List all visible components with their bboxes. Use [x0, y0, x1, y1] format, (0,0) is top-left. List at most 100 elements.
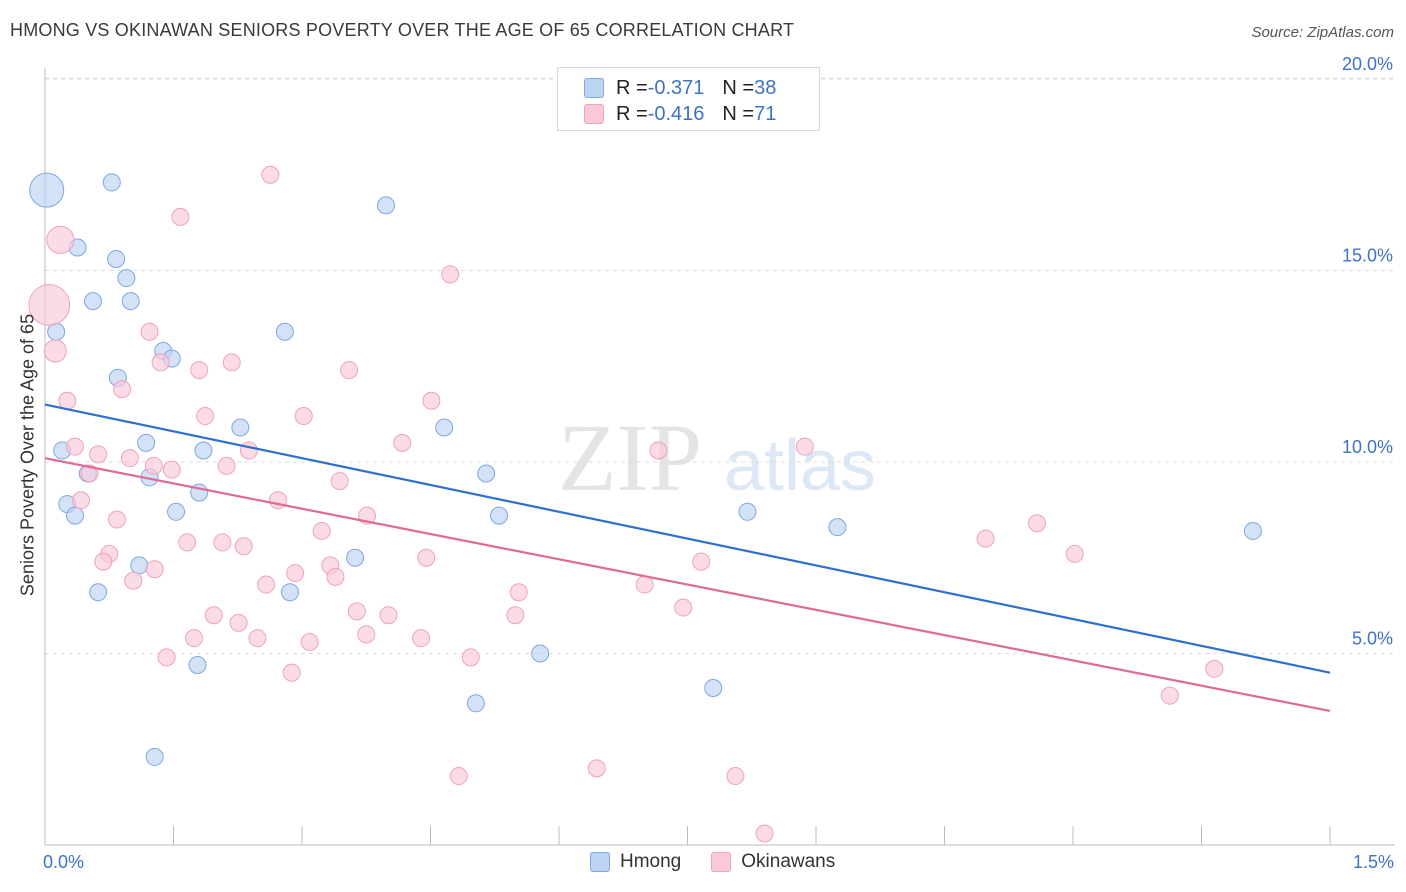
hmong-point [65, 506, 84, 525]
chart-title: HMONG VS OKINAWAN SENIORS POVERTY OVER T… [10, 20, 795, 40]
hmong-point [102, 173, 121, 192]
okinawans-point [65, 437, 84, 456]
okinawans-point [649, 441, 668, 460]
okinawans-point [222, 353, 241, 372]
hmong-point [29, 172, 65, 208]
legend-label-hmong: Hmong [620, 851, 682, 872]
okinawans-point [107, 510, 126, 529]
okinawans-point [80, 464, 99, 483]
okinawans-point [347, 602, 366, 621]
hmong-point [828, 518, 847, 537]
y-tick-label: 5.0% [1352, 629, 1393, 649]
hmong-legend-swatch [590, 852, 610, 872]
okinawans-point [795, 437, 814, 456]
okinawans-point [257, 575, 276, 594]
okinawans-point [162, 460, 181, 479]
legend-r-label: R = [616, 76, 648, 99]
hmong-swatch [584, 78, 604, 98]
hmong-point [346, 548, 365, 567]
okinawans-point [229, 613, 248, 632]
okinawans-point [171, 207, 190, 226]
okinawans-point [43, 339, 67, 363]
x-tick-label-max: 1.5% [1352, 852, 1394, 872]
hmong-point [376, 196, 395, 215]
hmong-point [490, 506, 509, 525]
legend-n-label: N = [722, 102, 755, 125]
okinawans-point [1028, 514, 1047, 533]
okinawans-point [145, 560, 164, 579]
hmong-point [435, 418, 454, 437]
hmong-point [281, 583, 300, 602]
okinawans-point [178, 533, 197, 552]
hmong-point [231, 418, 250, 437]
hmong-point [121, 292, 140, 311]
okinawans-point [587, 759, 606, 778]
okinawans-point [286, 564, 305, 583]
okinawans-point [144, 456, 163, 475]
okinawans-point [282, 663, 301, 682]
hmong-point [107, 250, 126, 269]
okinawans-point [692, 552, 711, 571]
okinawans-point [58, 391, 77, 410]
okinawans-point [120, 449, 139, 468]
y-tick-label: 15.0% [1342, 246, 1393, 266]
y-axis-label: Seniors Poverty Over the Age of 65 [17, 313, 38, 597]
okinawans-point [1160, 686, 1179, 705]
okinawans-point [234, 537, 253, 556]
okinawans-point [379, 606, 398, 625]
okinawans-point [312, 521, 331, 540]
series-legend: Hmong Okinawans [590, 851, 865, 873]
okinawans-point [357, 625, 376, 644]
okinawans-point [213, 533, 232, 552]
watermark-atlas: atlas [724, 426, 876, 506]
hmong-point [194, 441, 213, 460]
okinawans-point [89, 445, 108, 464]
okinawans-legend-swatch [711, 852, 732, 872]
hmong-point [83, 292, 102, 311]
legend-item-hmong: Hmong [590, 851, 681, 873]
hmong-point [117, 269, 136, 288]
legend-r-value: -0.371 [647, 76, 705, 99]
legend-row-hmong: R = -0.371 N = 38 [584, 75, 776, 101]
hmong-point [275, 322, 294, 341]
okinawans-point [326, 567, 345, 586]
legend-row-okinawans: R = -0.416 N = 71 [584, 101, 776, 127]
okinawans-point [124, 571, 143, 590]
okinawans-point [1065, 544, 1084, 563]
okinawans-point [261, 165, 280, 184]
okinawans-point [330, 472, 349, 491]
legend-r-value: -0.416 [647, 102, 705, 125]
hmong-point [130, 556, 149, 575]
hmong-point [137, 433, 156, 452]
legend-n-value: 71 [754, 102, 777, 125]
hmong-trend-line [44, 403, 1331, 674]
hmong-point [89, 583, 108, 602]
okinawans-point [71, 491, 90, 510]
okinawans-point [185, 629, 204, 648]
okinawans-point [28, 284, 71, 326]
okinawans-point [449, 767, 468, 786]
hmong-point [531, 644, 550, 663]
watermark-zip: ZIP [558, 404, 702, 511]
hmong-point [145, 747, 164, 766]
okinawans-point [1205, 659, 1224, 678]
okinawans-point [422, 391, 441, 410]
correlation-legend: R = -0.371 N = 38 R = -0.416 N = 71 [557, 67, 820, 131]
okinawans-point [140, 322, 159, 341]
okinawans-point [441, 265, 460, 284]
okinawans-point [674, 598, 693, 617]
okinawans-point [204, 606, 223, 625]
okinawans-swatch [584, 104, 604, 124]
x-tick-label-min: 0.0% [43, 852, 85, 872]
legend-n-label: N = [722, 76, 755, 99]
okinawans-point [340, 361, 359, 380]
hmong-point [738, 502, 757, 521]
legend-r-label: R = [616, 102, 648, 125]
okinawans-point [393, 433, 412, 452]
okinawans-point [151, 353, 170, 372]
legend-item-okinawans: Okinawans [711, 851, 835, 873]
hmong-point [704, 678, 723, 697]
okinawans-point [300, 633, 319, 652]
okinawans-point [461, 648, 480, 667]
